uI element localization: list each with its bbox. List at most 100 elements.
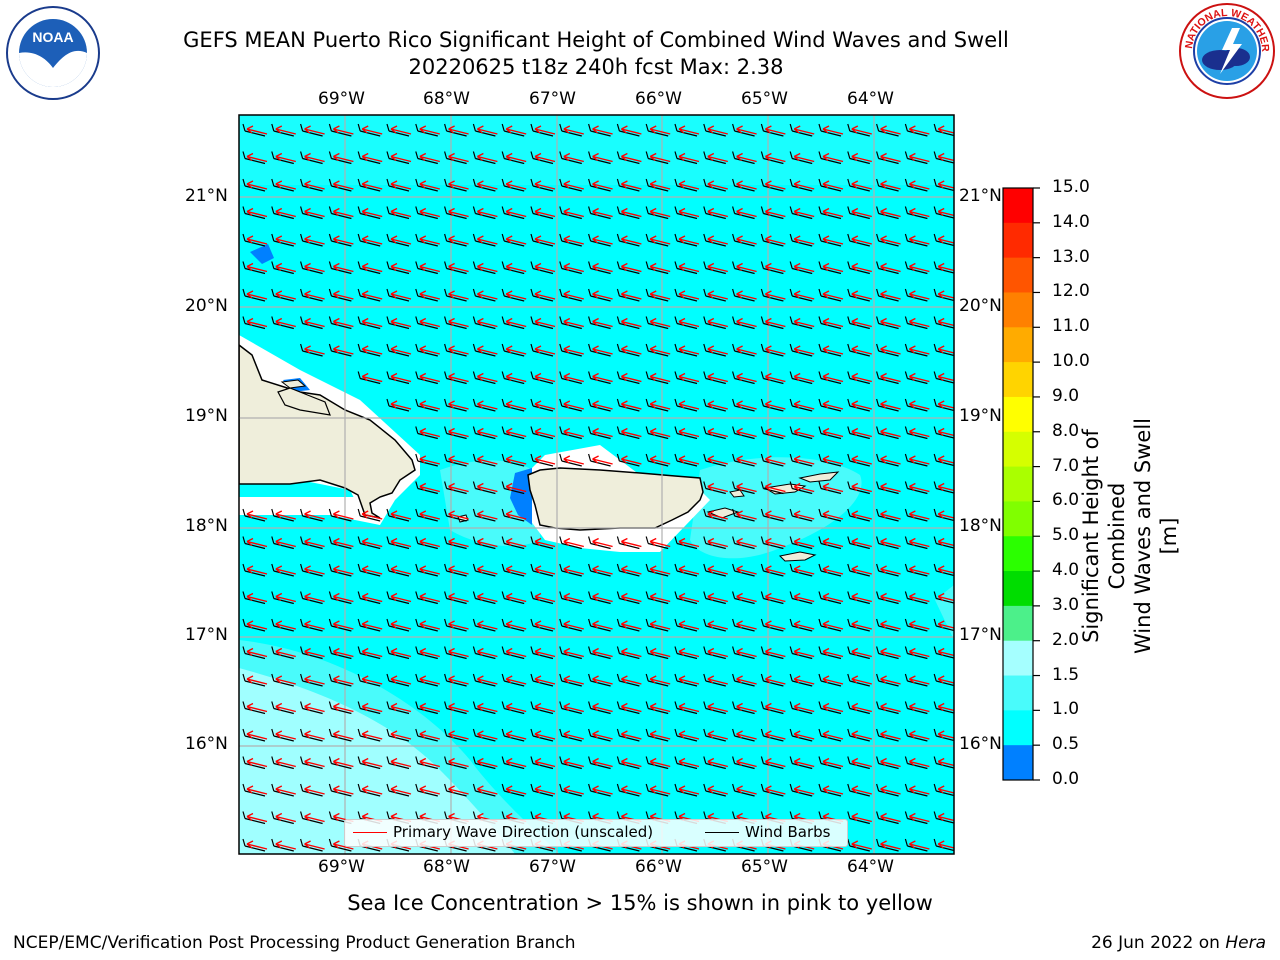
wave-arrow [361, 730, 383, 740]
wave-arrow [764, 537, 786, 548]
wind-barb [847, 811, 870, 825]
wave-arrow [851, 702, 872, 713]
wave-arrow [793, 730, 815, 740]
wave-arrow [505, 262, 527, 273]
wave-arrow [448, 317, 469, 328]
wind-barb [933, 316, 954, 329]
colorbar-segment [1003, 396, 1033, 433]
wind-barb [386, 123, 410, 137]
wave-arrow [476, 317, 498, 328]
wind-barb [472, 206, 496, 220]
wind-barb [242, 591, 266, 605]
wave-arrow [476, 757, 498, 768]
wind-barb [732, 288, 755, 302]
wave-arrow [707, 180, 728, 190]
wind-barb [415, 206, 438, 220]
wave-arrow [620, 207, 642, 218]
wave-arrow [822, 785, 844, 795]
wave-arrow [448, 290, 469, 300]
wind-barb [789, 371, 813, 385]
wind-barb [847, 756, 870, 770]
wind-barb [674, 673, 698, 687]
wave-arrow [707, 125, 728, 135]
wave-arrow [592, 757, 613, 768]
wave-arrow [707, 537, 728, 548]
wind-barb [530, 536, 554, 550]
wind-barb [904, 811, 928, 825]
lat-label-left: 16°N [185, 734, 228, 754]
wave-arrow [304, 730, 325, 740]
wave-arrow [275, 152, 296, 163]
lon-label-bottom: 69°W [318, 857, 365, 877]
wind-barb [732, 701, 755, 715]
wind-barb [559, 343, 582, 357]
wave-arrow [246, 290, 268, 300]
wind-barb [703, 536, 726, 550]
wind-barb [847, 591, 870, 605]
wind-barb [732, 618, 755, 632]
wave-arrow [707, 510, 728, 520]
wind-barb [357, 563, 381, 577]
wave-arrow [476, 785, 498, 795]
wave-band-1-5 [239, 115, 954, 185]
wind-barb [501, 481, 525, 495]
wind-barb [933, 288, 954, 302]
wind-barb [645, 701, 669, 715]
wave-arrow [246, 620, 268, 630]
wind-barb [501, 206, 525, 220]
wind-barb [415, 178, 438, 192]
wave-arrow [620, 290, 642, 300]
wind-barb [674, 343, 698, 357]
wind-barb [904, 261, 928, 275]
wave-arrow [620, 730, 642, 740]
wave-arrow [448, 372, 469, 383]
wind-barb [703, 371, 726, 385]
wave-arrow [332, 152, 354, 163]
wind-barb [472, 398, 496, 412]
wave-arrow [448, 345, 469, 355]
wind-barb [415, 343, 438, 357]
wave-arrow [476, 372, 498, 383]
wind-barb [645, 316, 669, 330]
wave-arrow [678, 757, 700, 768]
wave-arrow [880, 482, 901, 493]
wave-arrow [476, 537, 498, 548]
wave-arrow [534, 235, 556, 245]
wind-barb [904, 343, 928, 357]
wave-arrow [736, 152, 757, 163]
lon-label-top: 64°W [847, 89, 894, 109]
wind-barb [616, 398, 640, 412]
lon-label-bottom: 68°W [423, 857, 470, 877]
wind-barb [818, 756, 842, 770]
wind-barb [645, 398, 669, 412]
wind-barb [760, 508, 784, 522]
wave-arrow [707, 620, 728, 630]
wind-barb [645, 233, 669, 247]
wind-barb [876, 206, 899, 220]
wave-arrow [908, 565, 930, 575]
lon-label-top: 68°W [423, 89, 470, 109]
wind-barb [789, 206, 813, 220]
wind-barb [933, 783, 954, 797]
wave-arrow [332, 757, 354, 768]
wave-arrow [534, 400, 556, 410]
wave-arrow [448, 702, 469, 713]
wind-barb [242, 151, 266, 165]
wave-arrow [678, 702, 700, 713]
wave-arrow [534, 620, 556, 630]
wave-arrow [822, 180, 844, 190]
wind-barb [703, 206, 726, 220]
wind-barb [271, 261, 294, 275]
wave-arrow [419, 455, 440, 465]
wave-arrow [592, 290, 613, 300]
lat-label-right: 21°N [959, 186, 1002, 206]
wind-barb [760, 673, 784, 687]
wave-arrow [534, 592, 556, 603]
wind-barb [271, 701, 294, 715]
wave-arrow [793, 235, 815, 245]
wind-barb [616, 123, 640, 137]
wave-arrow [332, 510, 354, 520]
wind-barb [674, 123, 698, 137]
wind-barb [530, 783, 554, 797]
wind-barb [645, 288, 669, 302]
